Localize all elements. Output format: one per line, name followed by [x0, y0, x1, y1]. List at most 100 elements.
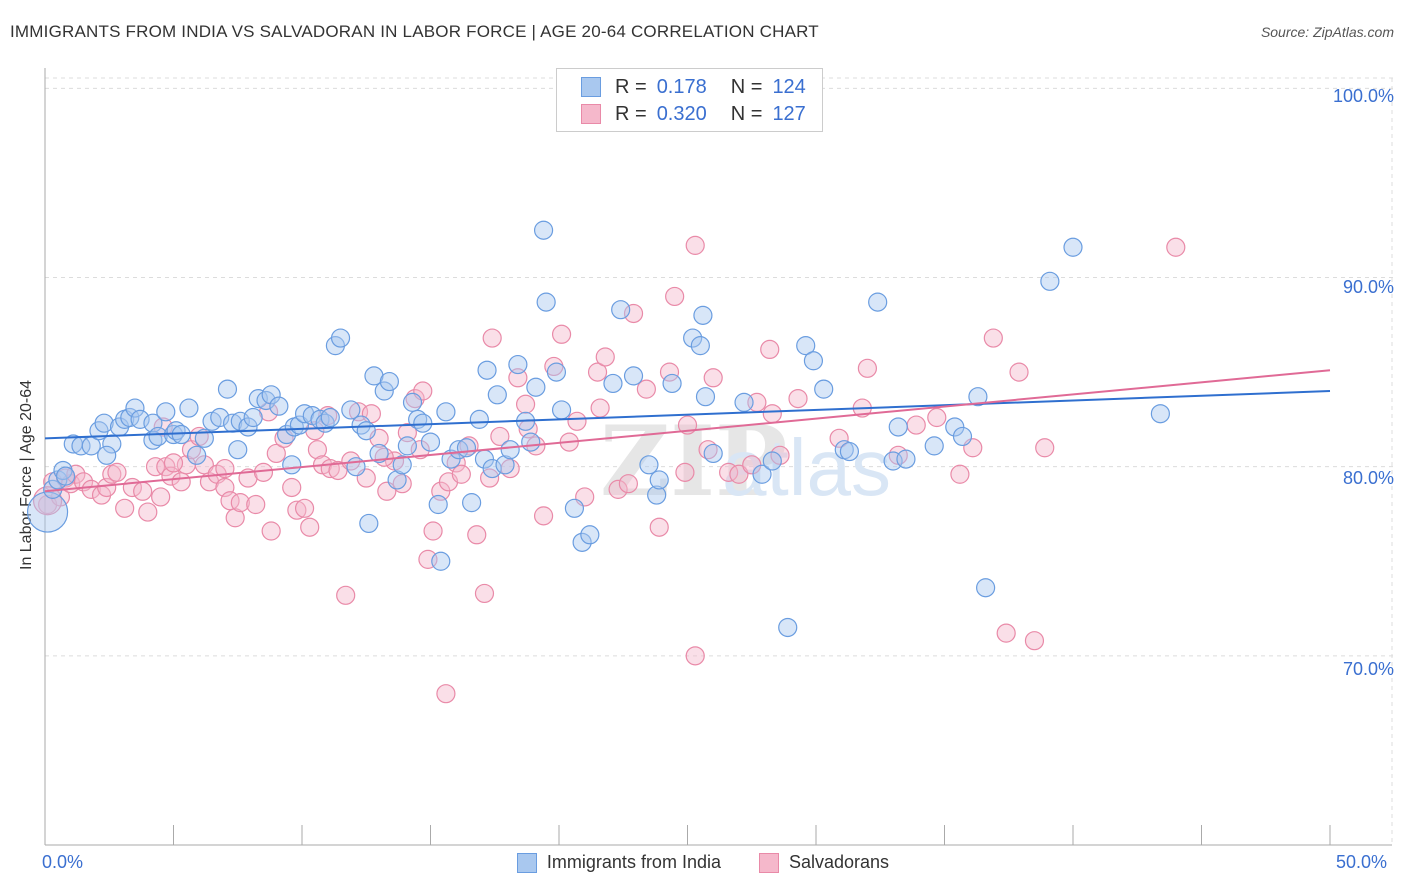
salvadorans-point — [685, 235, 705, 255]
india-point — [148, 426, 168, 447]
salvadorans-point — [294, 498, 315, 518]
salvadorans-point — [906, 415, 926, 435]
salvadorans-point — [636, 379, 656, 399]
india-point — [752, 464, 772, 484]
salvadorans-point — [151, 487, 171, 507]
salvadorans-point — [451, 464, 471, 484]
india-point — [243, 407, 263, 428]
salvadorans-point — [436, 684, 456, 704]
legend-item-india[interactable]: Immigrants from India — [516, 852, 721, 873]
india-point — [508, 354, 528, 375]
india-point — [778, 617, 798, 638]
salvadorans-point — [659, 362, 680, 382]
india-point — [495, 455, 515, 475]
salvadorans-point — [595, 347, 615, 367]
salvadorans-point — [474, 583, 495, 604]
salvadorans-point — [857, 358, 878, 378]
india-point — [387, 470, 407, 490]
india-point — [130, 409, 150, 429]
salvadorans-point — [107, 462, 127, 482]
india-point — [888, 417, 908, 437]
salvadorans-point — [467, 525, 487, 545]
salvadorans-point — [246, 494, 266, 515]
salvadorans-point — [829, 428, 849, 448]
r-value: 0.178 — [656, 75, 707, 98]
india-point — [868, 292, 888, 312]
r-value: 0.320 — [656, 102, 707, 125]
india-point — [428, 494, 448, 515]
n-value: 127 — [772, 102, 806, 125]
india-point — [330, 328, 351, 348]
salvadorans-point — [171, 472, 191, 492]
legend-label-salvadorans: Salvadorans — [788, 852, 890, 872]
india-trend-line — [44, 390, 1331, 440]
salvadorans-point — [618, 474, 638, 494]
india-point — [690, 336, 710, 356]
salvadorans-point — [287, 500, 307, 520]
india-point — [649, 470, 669, 490]
india-point — [662, 373, 682, 394]
salvadorans-point — [328, 460, 348, 481]
india-point — [351, 415, 371, 435]
stats-legend: R = 0.178 N = 124 R = 0.320 N = 127 — [556, 68, 823, 132]
salvadorans-point — [587, 362, 608, 382]
salvadorans-point — [133, 481, 153, 501]
india-point — [683, 328, 703, 348]
salvadorans-point — [145, 457, 166, 477]
india-point — [734, 392, 754, 412]
india-point — [436, 402, 456, 422]
india-point — [217, 379, 238, 399]
salvadorans-point — [729, 464, 749, 484]
india-point — [55, 466, 76, 486]
india-point — [924, 436, 944, 456]
x-tick-label-50: 50.0% — [1336, 852, 1388, 872]
india-point — [611, 300, 631, 320]
legend-item-salvadorans[interactable]: Salvadorans — [758, 852, 890, 873]
india-point — [551, 400, 572, 420]
watermark-atlas: atlas — [722, 423, 891, 512]
india-point — [695, 387, 716, 407]
salvadorans-point — [307, 440, 328, 460]
y-tick-label-70: 70.0% — [1342, 659, 1394, 679]
salvadorans-point — [1009, 362, 1029, 382]
india-point — [500, 440, 520, 460]
r-label: R = — [615, 102, 647, 125]
india-point — [462, 493, 482, 513]
salvadorans-point — [760, 339, 780, 360]
india-point — [1150, 404, 1170, 424]
salvadorans-point — [482, 328, 502, 348]
salvadorans-point — [762, 404, 782, 424]
salvadorans-point — [608, 479, 628, 499]
india-point — [839, 441, 860, 462]
india-point — [1063, 237, 1083, 257]
india-point — [796, 336, 816, 356]
india-point — [397, 436, 417, 456]
salvadorans-point — [153, 417, 173, 437]
salvadorans-point — [423, 521, 443, 541]
india-point — [156, 402, 176, 422]
n-label: N = — [730, 102, 763, 125]
salvadorans-point — [490, 426, 510, 447]
legend-row-india: R = 0.178 N = 124 — [581, 75, 806, 99]
salvadorans-point — [567, 411, 587, 431]
india-point — [533, 220, 554, 240]
india-point — [896, 449, 916, 469]
india-point — [228, 440, 248, 460]
salvadorans-point — [261, 521, 281, 541]
india-point — [320, 407, 340, 428]
salvadorans-point — [927, 407, 947, 428]
india-point — [456, 438, 477, 458]
india-point — [814, 379, 834, 399]
salvadorans-point — [623, 303, 644, 324]
salvadorans-point — [397, 423, 417, 443]
india-point — [968, 387, 988, 407]
salvadorans-point — [225, 508, 245, 528]
india-point — [1040, 271, 1060, 291]
salvadorans-point — [685, 646, 705, 666]
salvadorans-point — [665, 286, 685, 307]
india-point — [269, 396, 289, 416]
n-label: N = — [730, 75, 763, 98]
india-legend-swatch — [516, 852, 537, 873]
salvadorans-point — [336, 585, 356, 605]
